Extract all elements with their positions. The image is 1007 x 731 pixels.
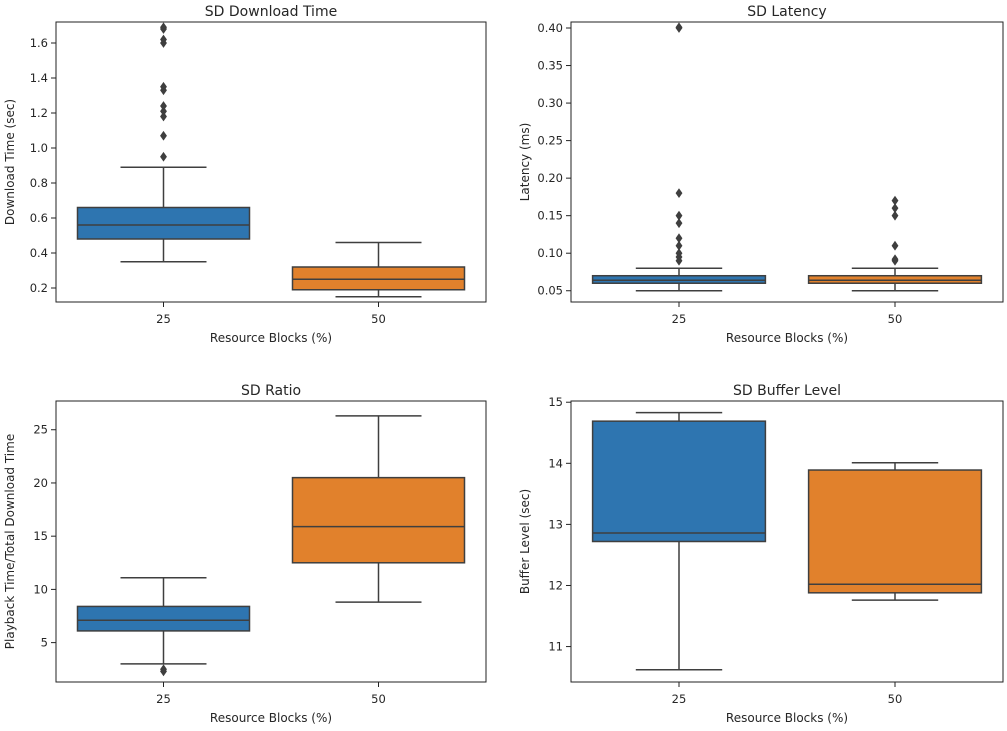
- x-tick-label: 25: [156, 312, 171, 326]
- y-tick-label: 0.20: [537, 171, 563, 185]
- outlier-point: [891, 240, 899, 251]
- chart-panel: 11 12 13 14 15 25 50 SD Buffer Level Resource Bl…: [518, 383, 1004, 725]
- outlier-point: [675, 188, 683, 199]
- y-tick-label: 20: [33, 476, 48, 490]
- box-50: [807, 461, 983, 601]
- y-tick-label: 0.2: [30, 281, 48, 295]
- y-tick-label: 15: [548, 395, 563, 409]
- outlier-point: [675, 210, 683, 221]
- outlier-point: [891, 210, 899, 221]
- x-axis-label: Resource Blocks (%): [726, 711, 848, 725]
- y-tick-label: 0.05: [537, 284, 563, 298]
- axes-frame: [570, 21, 1004, 303]
- y-tick-label: 0.8: [30, 176, 48, 190]
- axes-frame: [55, 400, 487, 683]
- y-tick-label: 5: [41, 636, 48, 650]
- y-tick-label: 10: [33, 582, 48, 596]
- outlier-point: [675, 22, 683, 33]
- outlier-point: [160, 111, 167, 122]
- x-axis-label: Resource Blocks (%): [210, 711, 332, 725]
- y-tick-label: 1.2: [30, 106, 48, 120]
- y-tick-label: 11: [548, 640, 563, 654]
- x-tick-label: 50: [888, 692, 903, 706]
- outlier-point: [160, 664, 167, 675]
- x-axis-label: Resource Blocks (%): [726, 331, 848, 345]
- chart-panel: 0.05 0.10 0.15 0.20 0.25 0.30 0.35 0.40 25 50 SD L…: [518, 4, 1004, 345]
- y-axis-label: Playback Time/Total Download Time: [3, 434, 17, 649]
- x-tick-label: 25: [672, 692, 687, 706]
- chart-panel: 0.2 0.4 0.6 0.8 1.0 1.2 1.4 1.6 25 50 SD Download …: [3, 4, 487, 345]
- box-25: [76, 576, 251, 677]
- axes-frame: [570, 400, 1004, 683]
- iqr-box: [291, 476, 466, 564]
- outlier-point: [675, 233, 683, 244]
- y-tick-label: 1.6: [30, 36, 48, 50]
- y-tick-label: 14: [548, 456, 563, 470]
- x-axis-label: Resource Blocks (%): [210, 331, 332, 345]
- iqr-box: [291, 266, 466, 291]
- outlier-point: [160, 130, 167, 141]
- chart-title: SD Download Time: [205, 4, 337, 20]
- y-tick-label: 0.6: [30, 211, 48, 225]
- y-tick-label: 0.15: [537, 209, 563, 223]
- box-50: [291, 415, 466, 603]
- y-tick-label: 0.40: [537, 21, 563, 35]
- outlier-point: [675, 218, 683, 229]
- iqr-box: [807, 469, 983, 594]
- x-tick-label: 50: [371, 312, 386, 326]
- y-tick-label: 13: [548, 517, 563, 531]
- iqr-box: [807, 274, 983, 284]
- box-25: [591, 22, 767, 292]
- chart-title: SD Buffer Level: [733, 383, 841, 399]
- outlier-point: [160, 22, 167, 33]
- iqr-box: [591, 420, 767, 543]
- outlier-point: [891, 195, 899, 206]
- outlier-point: [675, 240, 683, 251]
- y-tick-label: 0.35: [537, 59, 563, 73]
- box-50: [807, 195, 983, 292]
- iqr-box: [76, 206, 251, 240]
- y-tick-label: 0.25: [537, 134, 563, 148]
- iqr-box: [591, 274, 767, 284]
- outlier-point: [160, 101, 167, 111]
- y-tick-label: 1.4: [30, 71, 48, 85]
- x-tick-label: 50: [371, 692, 386, 706]
- y-tick-label: 1.0: [30, 141, 48, 155]
- y-axis-label: Buffer Level (sec): [518, 489, 532, 594]
- outlier-point: [891, 254, 899, 265]
- x-tick-label: 50: [888, 312, 903, 326]
- x-tick-label: 25: [672, 312, 687, 326]
- x-tick-label: 25: [156, 692, 171, 706]
- y-tick-label: 25: [33, 423, 48, 437]
- chart-panel: 5 10 15 20 25 25 50 SD Ratio Resource Blocks (%)…: [3, 383, 487, 725]
- y-tick-label: 12: [548, 578, 563, 592]
- chart-title: SD Ratio: [241, 383, 301, 399]
- y-tick-label: 0.10: [537, 246, 563, 260]
- box-25: [591, 411, 767, 671]
- y-tick-label: 0.30: [537, 96, 563, 110]
- outlier-point: [891, 203, 899, 214]
- y-tick-label: 0.4: [30, 246, 48, 260]
- outlier-point: [160, 106, 167, 117]
- outlier-point: [675, 248, 683, 259]
- y-axis-label: Latency (ms): [518, 123, 532, 202]
- y-axis-label: Download Time (sec): [3, 99, 17, 225]
- chart-title: SD Latency: [747, 4, 826, 20]
- outlier-point: [160, 151, 167, 162]
- box-25: [76, 22, 251, 263]
- iqr-box: [76, 605, 251, 632]
- y-tick-label: 15: [33, 529, 48, 543]
- outlier-point: [160, 34, 167, 45]
- outlier-point: [160, 81, 167, 92]
- axes-frame: [55, 21, 487, 303]
- box-50: [291, 241, 466, 298]
